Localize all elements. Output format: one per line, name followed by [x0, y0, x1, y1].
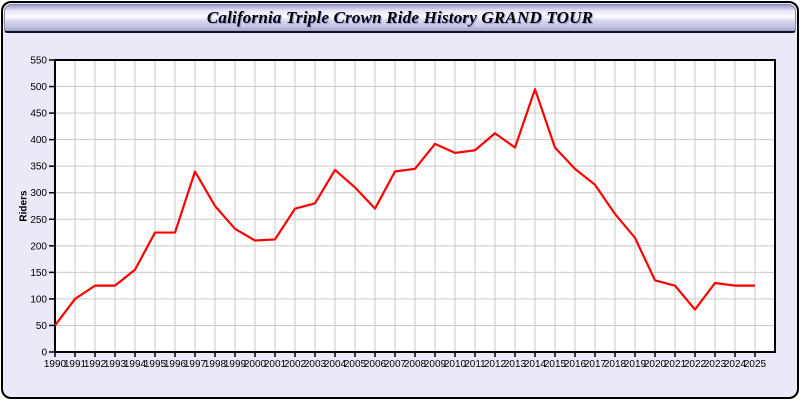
title-bar: California Triple Crown Ride History GRA…	[4, 4, 796, 33]
y-axis-label: Riders	[18, 190, 30, 222]
chart-title: California Triple Crown Ride History GRA…	[206, 8, 594, 27]
